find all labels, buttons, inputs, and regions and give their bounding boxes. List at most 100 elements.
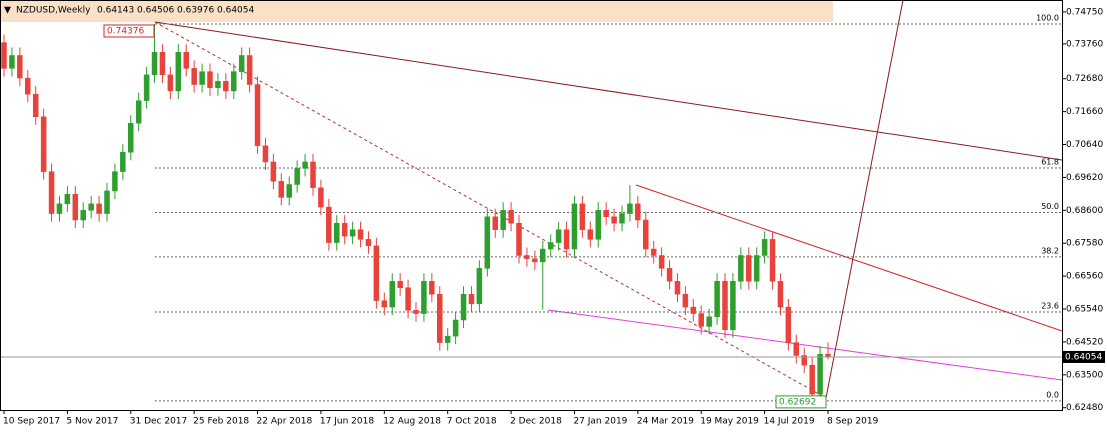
y-tick-label: 0.66560 xyxy=(1066,272,1103,282)
candle-body xyxy=(254,84,261,147)
candle-body xyxy=(294,168,300,185)
candle-body xyxy=(381,300,388,308)
candle-body xyxy=(151,52,158,76)
candle-body xyxy=(341,222,348,237)
candle-body xyxy=(421,281,427,314)
y-tick-label: 0.65540 xyxy=(1066,305,1103,315)
candle-body xyxy=(658,255,665,269)
x-tick-label: 31 Dec 2017 xyxy=(130,417,188,427)
candle-body xyxy=(579,203,586,230)
candle-body xyxy=(175,52,182,92)
fib-label: 100.0 xyxy=(1036,14,1059,23)
candle-body xyxy=(690,306,697,314)
candle-body xyxy=(349,229,356,237)
candle-body xyxy=(532,258,538,263)
y-tick-label: 0.63500 xyxy=(1066,370,1103,380)
candle-body xyxy=(389,281,395,308)
candle-body xyxy=(88,203,94,211)
candle-body xyxy=(191,68,197,85)
candle-body xyxy=(476,268,483,305)
candle-body xyxy=(516,222,522,256)
candle-body xyxy=(365,239,372,247)
candle-body xyxy=(373,245,380,301)
x-tick-label: 8 Sep 2019 xyxy=(827,417,879,427)
candle-body xyxy=(524,255,530,259)
candle-body xyxy=(9,55,15,69)
candle-body xyxy=(437,293,443,343)
current-price-box xyxy=(1063,350,1105,363)
candle-body xyxy=(492,216,498,230)
candle-body xyxy=(571,203,578,250)
swing-high-box xyxy=(103,24,155,38)
x-tick-label: 22 Apr 2018 xyxy=(257,417,313,427)
header-bar xyxy=(0,0,833,22)
candle-body xyxy=(563,229,570,250)
current-price-label: 0.64054 xyxy=(1065,352,1102,362)
y-tick-label: 0.67580 xyxy=(1066,239,1103,249)
candle-body xyxy=(207,71,213,88)
candle-body xyxy=(468,293,475,305)
open: 0.64143 xyxy=(97,6,134,16)
fib-label: 50.0 xyxy=(1041,202,1059,211)
candle-body xyxy=(40,116,47,172)
candle-body xyxy=(112,171,118,192)
candle-body xyxy=(555,229,562,243)
x-tick-label: 5 Nov 2017 xyxy=(66,417,118,427)
candle-body xyxy=(231,71,237,92)
candle-body xyxy=(643,219,649,250)
candle-body xyxy=(484,216,491,269)
candle-body xyxy=(120,152,126,172)
fib-baseline xyxy=(154,21,827,399)
plot-frame xyxy=(0,0,1063,411)
x-tick-label: 19 May 2019 xyxy=(700,417,759,427)
fib-label: 61.8 xyxy=(1041,157,1059,166)
candle-body xyxy=(357,229,364,240)
y-tick-label: 0.73760 xyxy=(1066,39,1103,49)
candle-body xyxy=(262,145,269,163)
swing-high-label: 0.74376 xyxy=(107,27,144,37)
candle-body xyxy=(460,293,467,321)
candle-body xyxy=(302,161,308,169)
x-tick-label: 2 Dec 2018 xyxy=(510,417,562,427)
candle-body xyxy=(817,353,823,395)
candle-body xyxy=(746,255,752,282)
candle-body xyxy=(587,229,594,240)
candle-body xyxy=(730,281,736,330)
candle-body xyxy=(318,187,324,208)
candle-body xyxy=(627,203,633,214)
candle-body xyxy=(674,281,681,295)
candle-body xyxy=(238,55,245,72)
candle-body xyxy=(666,268,673,282)
x-tick-label: 25 Feb 2018 xyxy=(193,417,249,427)
candle-body xyxy=(270,161,277,182)
candle-body xyxy=(25,77,31,95)
fib-label: 38.2 xyxy=(1041,246,1059,255)
candle-body xyxy=(405,287,411,311)
high: 0.64506 xyxy=(137,6,174,16)
candle-body xyxy=(96,203,102,214)
candle-body xyxy=(508,210,514,224)
candle-body xyxy=(310,161,316,188)
x-tick-label: 14 Jul 2019 xyxy=(764,417,815,427)
fib-label: 0.0 xyxy=(1046,390,1059,399)
candle-body xyxy=(650,248,657,256)
candle-body xyxy=(80,210,86,221)
candle-body xyxy=(682,293,689,308)
fib-label: 23.6 xyxy=(1041,301,1059,310)
symbol: NZDUSD,Weekly xyxy=(16,6,91,16)
candle-body xyxy=(17,55,23,79)
candle-body xyxy=(738,255,744,282)
candle-body xyxy=(32,93,39,118)
y-tick-label: 0.64520 xyxy=(1066,337,1103,347)
candle-body xyxy=(452,319,459,337)
candle-body xyxy=(635,203,641,221)
candle-body xyxy=(326,206,332,243)
candle-body xyxy=(278,181,285,198)
candle-body xyxy=(223,81,229,92)
candle-body xyxy=(611,216,617,224)
candle-body xyxy=(540,248,546,263)
y-tick-label: 0.70640 xyxy=(1066,140,1103,150)
header-arrow: ▼ xyxy=(4,6,11,16)
candle-body xyxy=(809,364,815,395)
candle-body xyxy=(135,100,142,124)
